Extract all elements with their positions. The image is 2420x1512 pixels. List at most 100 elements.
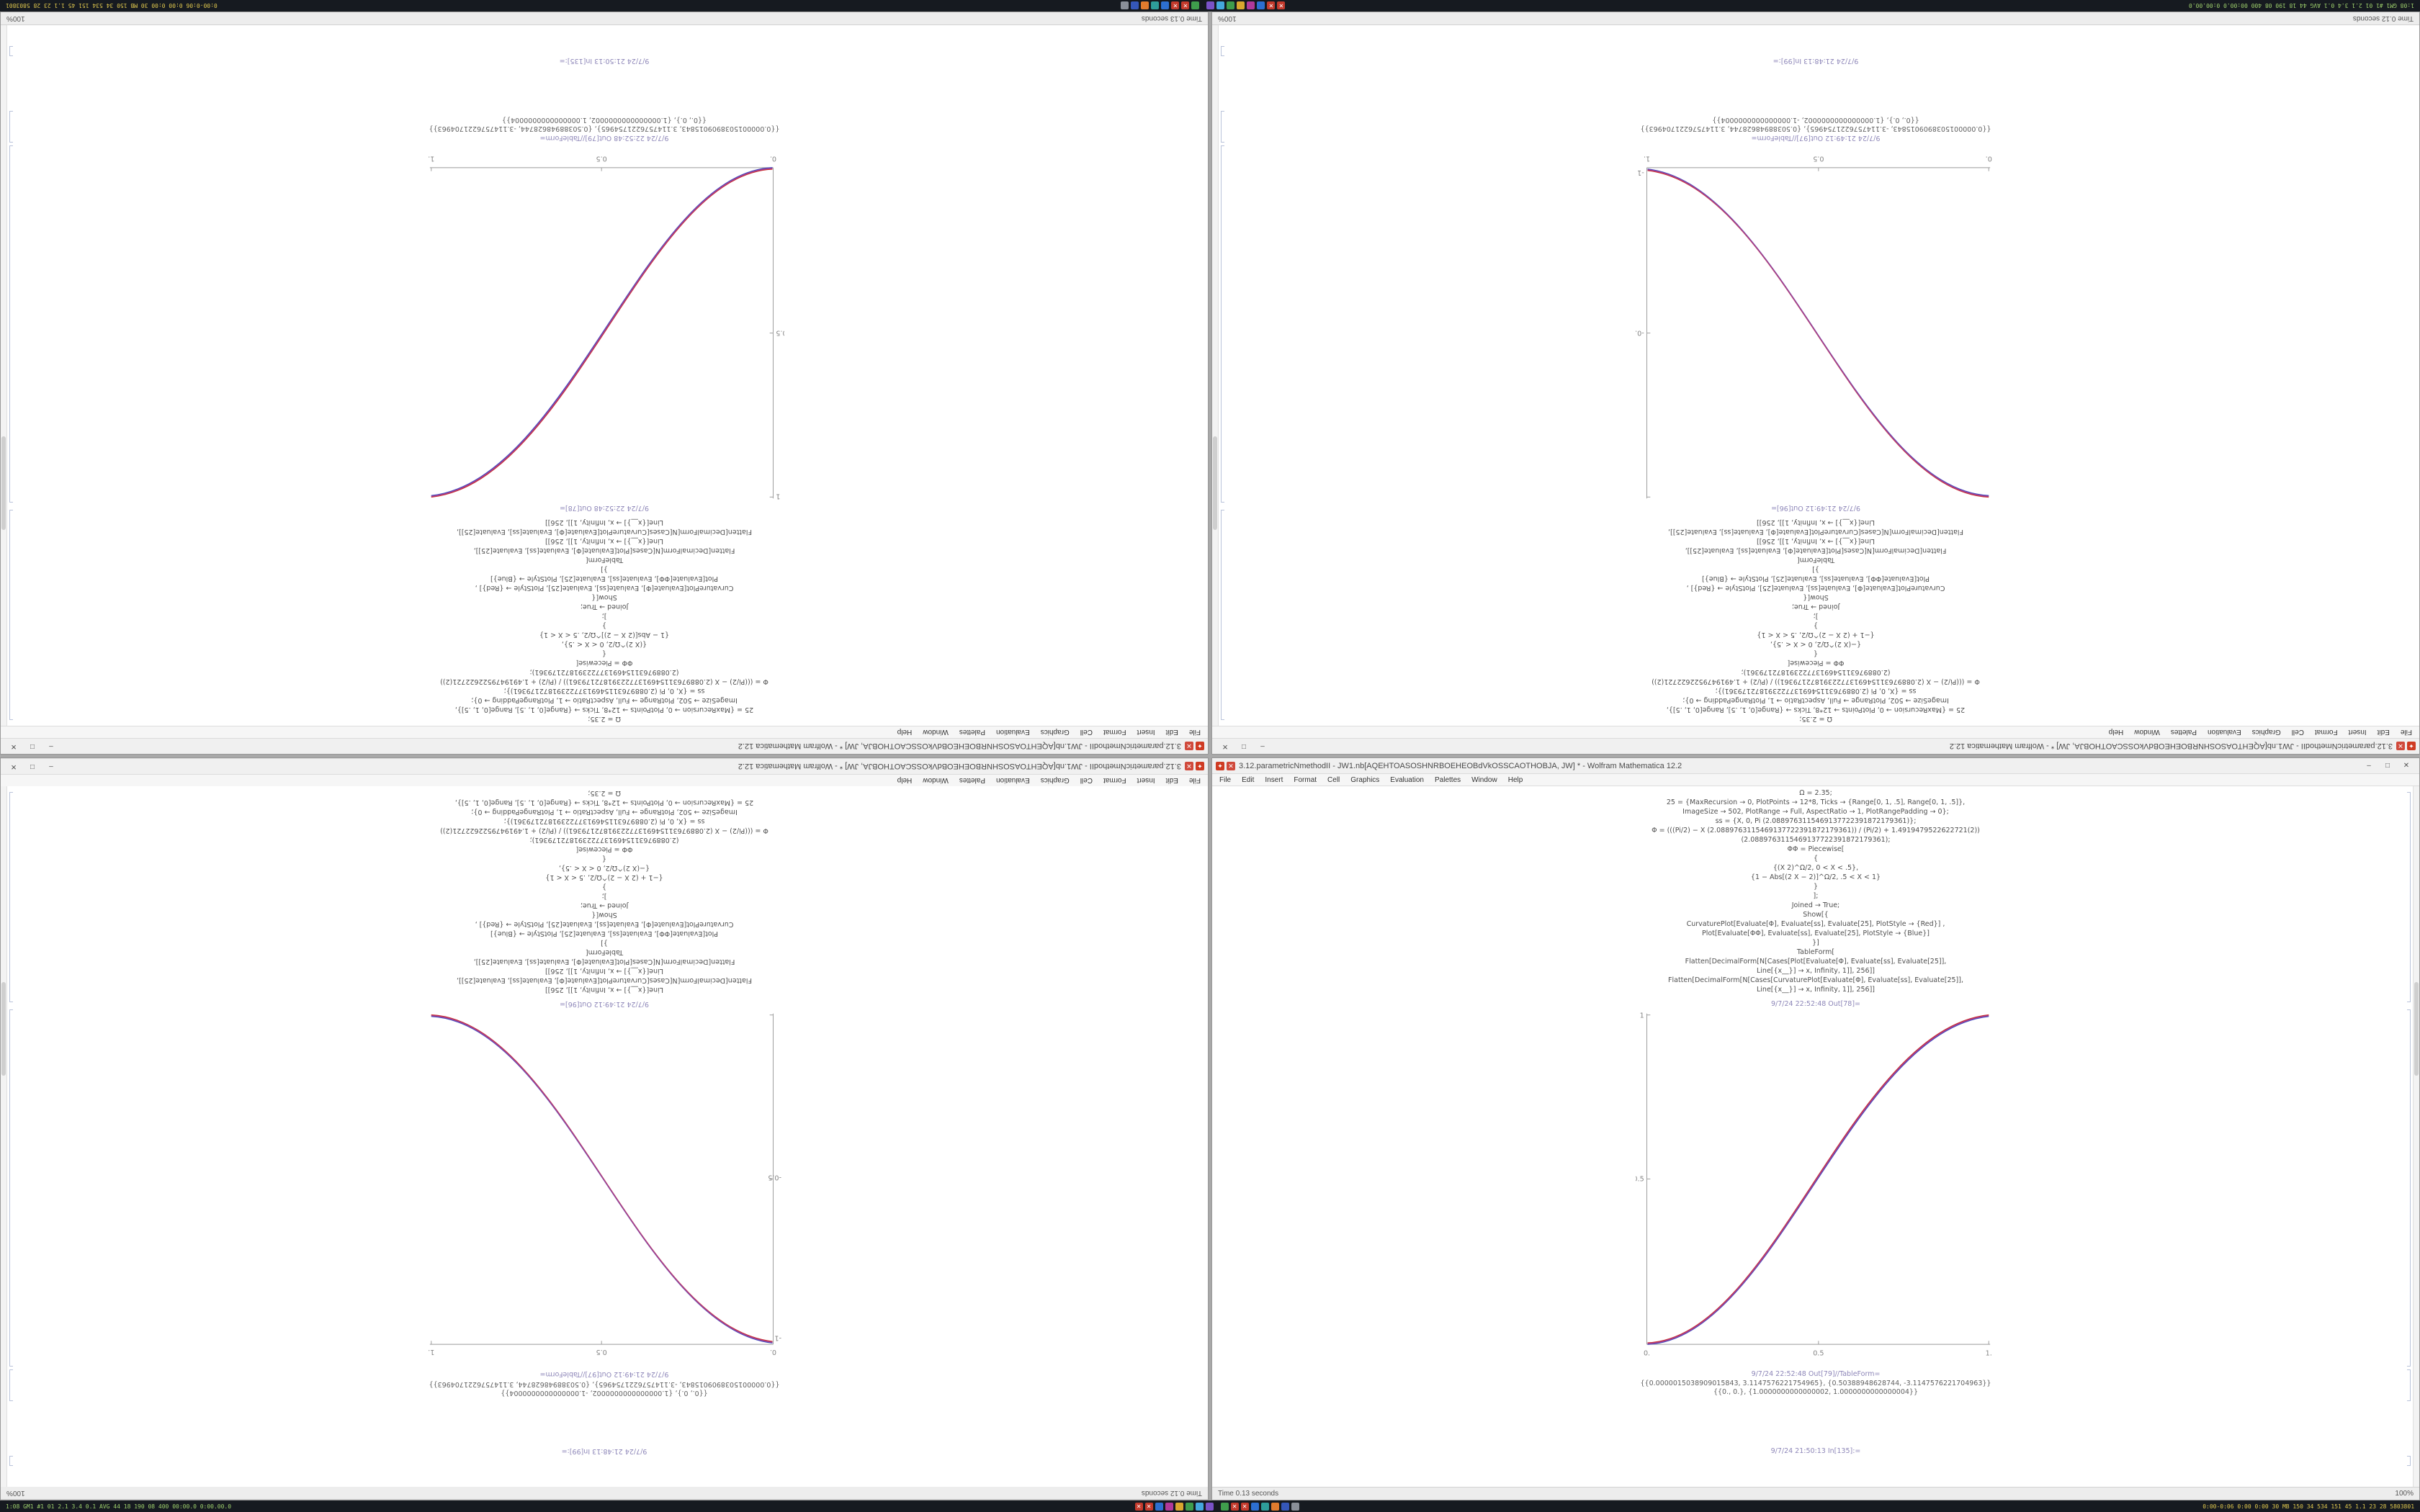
menu-item[interactable]: Evaluation bbox=[1390, 775, 1424, 784]
code-line[interactable]: ]; bbox=[601, 612, 607, 620]
menu-item[interactable]: Edit bbox=[1242, 775, 1255, 784]
taskbar-app-icon[interactable] bbox=[1206, 1, 1215, 10]
scrollbar-thumb[interactable] bbox=[1213, 436, 1217, 530]
code-line[interactable]: Line[{x__}] → x, Infinity, 1]], 256]] bbox=[545, 967, 663, 975]
menu-item[interactable]: Help bbox=[897, 728, 913, 737]
code-line[interactable]: {(X 2)^Ω/2, 0 < X < .5}, bbox=[561, 640, 647, 648]
code-line[interactable]: ]; bbox=[601, 892, 607, 900]
taskbar-app-icon[interactable] bbox=[1141, 1, 1150, 10]
code-line[interactable]: CurvaturePlot[Evaluate[Φ], Evaluate[ss],… bbox=[475, 584, 734, 592]
window-titlebar[interactable]: ✦ ✕ 3.12.parametricNmethodII - JW1.nb[AQE… bbox=[1, 758, 1208, 774]
code-line[interactable]: }] bbox=[1812, 939, 1819, 947]
taskbar-app-icon[interactable] bbox=[1151, 1, 1160, 10]
code-line[interactable]: Joined → True; bbox=[1791, 603, 1840, 611]
cell-bracket-code[interactable] bbox=[1221, 510, 1224, 720]
code-line[interactable]: ss = {X, 0, Pi (2.0889763115469137722391… bbox=[503, 817, 705, 825]
taskbar-app-icon[interactable] bbox=[1257, 1, 1265, 10]
code-line[interactable]: } bbox=[601, 883, 607, 891]
code-line[interactable]: Plot[Evaluate[ΦΦ], Evaluate[ss], Evaluat… bbox=[490, 575, 718, 582]
menu-item[interactable]: File bbox=[1188, 776, 1201, 785]
code-line[interactable]: Flatten[DecimalForm[N[Cases[CurvaturePlo… bbox=[1668, 976, 1963, 984]
code-line[interactable]: Joined → True; bbox=[580, 603, 629, 611]
code-line[interactable]: ΦΦ = Piecewise[ bbox=[1787, 845, 1845, 853]
maximize-button[interactable]: □ bbox=[30, 742, 35, 751]
menu-item[interactable]: Edit bbox=[1165, 728, 1178, 737]
code-line[interactable]: Joined → True; bbox=[580, 901, 629, 909]
code-line[interactable]: {−(X 2)^Ω/2, 0 < X < .5}, bbox=[558, 864, 650, 872]
taskbar-app-icon[interactable] bbox=[1155, 1502, 1163, 1511]
code-line[interactable]: {−1 + (2 X − 2)^Ω/2, .5 < X < 1} bbox=[1757, 631, 1875, 639]
maximize-button[interactable]: □ bbox=[1241, 742, 1247, 751]
code-line[interactable]: { bbox=[1813, 649, 1819, 657]
taskbar-app-icon[interactable] bbox=[1195, 1502, 1204, 1511]
menu-item[interactable]: Insert bbox=[2348, 728, 2367, 737]
menu-item[interactable]: Palettes bbox=[2170, 728, 2197, 737]
code-line[interactable]: Plot[Evaluate[ΦΦ], Evaluate[ss], Evaluat… bbox=[1702, 575, 1930, 582]
code-line[interactable]: 25 = {MaxRecursion → 0, PlotPoints → 12*… bbox=[1666, 706, 1966, 714]
code-line[interactable]: { bbox=[1813, 855, 1819, 863]
code-line[interactable]: Plot[Evaluate[ΦΦ], Evaluate[ss], Evaluat… bbox=[1702, 930, 1930, 937]
cell-bracket-code[interactable] bbox=[2407, 792, 2411, 1002]
cell-bracket-plot-output[interactable] bbox=[2407, 1009, 2411, 1367]
code-line[interactable]: ImageSize → 502, PlotRange → Full, Aspec… bbox=[471, 808, 738, 816]
close-button[interactable]: ✕ bbox=[2403, 761, 2410, 770]
cell-bracket-input[interactable] bbox=[9, 46, 13, 56]
menu-item[interactable]: Window bbox=[1471, 775, 1497, 784]
close-button[interactable]: ✕ bbox=[10, 762, 17, 771]
taskbar-app-icon[interactable]: ✕ bbox=[1277, 1, 1286, 10]
menu-item[interactable]: Evaluation bbox=[996, 776, 1030, 785]
taskbar-app-icon[interactable] bbox=[1175, 1502, 1183, 1511]
scrollbar-thumb[interactable] bbox=[2414, 982, 2419, 1076]
taskbar-top[interactable]: 1:08 GM1 #1 01 2.1 3.4 0.1 AVG 44 18 190… bbox=[0, 0, 2420, 12]
code-line[interactable]: 25 = {MaxRecursion → 0, PlotPoints → 12*… bbox=[454, 798, 754, 806]
taskbar-app-icon[interactable] bbox=[1161, 1, 1170, 10]
code-line[interactable]: Flatten[DecimalForm[N[Cases[Plot[Evaluat… bbox=[1685, 546, 1947, 554]
taskbar-app-icon[interactable] bbox=[1260, 1502, 1269, 1511]
maximize-button[interactable]: □ bbox=[30, 762, 35, 771]
taskbar-app-icon[interactable] bbox=[1165, 1502, 1173, 1511]
code-line[interactable]: (2.0889763115469137722391872179361); bbox=[529, 836, 679, 844]
taskbar-app-icon[interactable] bbox=[1121, 1, 1129, 10]
code-line[interactable]: 25 = {MaxRecursion → 0, PlotPoints → 12*… bbox=[454, 706, 754, 714]
code-line[interactable]: {1 − Abs[(2 X − 2)]^Ω/2, .5 < X < 1} bbox=[539, 631, 670, 639]
code-line[interactable]: (2.0889763115469137722391872179361); bbox=[1741, 836, 1891, 844]
code-line[interactable]: ΦΦ = Piecewise[ bbox=[1787, 659, 1845, 667]
minimize-button[interactable]: – bbox=[49, 742, 53, 751]
menu-item[interactable]: Format bbox=[1294, 775, 1317, 784]
taskbar-app-icon[interactable] bbox=[1250, 1502, 1259, 1511]
taskbar-app-icon[interactable]: ✕ bbox=[1171, 1, 1180, 10]
code-line[interactable]: } bbox=[1813, 621, 1819, 629]
code-line[interactable]: {1 − Abs[(2 X − 2)]^Ω/2, .5 < X < 1} bbox=[1750, 873, 1881, 881]
taskbar-app-icon[interactable] bbox=[1227, 1, 1235, 10]
code-line[interactable]: ]; bbox=[1813, 892, 1819, 900]
code-line[interactable]: }] bbox=[1812, 565, 1819, 573]
taskbar-app-icon[interactable] bbox=[1281, 1502, 1289, 1511]
code-line[interactable]: Flatten[DecimalForm[N[Cases[CurvaturePlo… bbox=[1668, 528, 1963, 536]
menu-item[interactable]: Insert bbox=[1137, 776, 1155, 785]
code-line[interactable]: {−(X 2)^Ω/2, 0 < X < .5}, bbox=[1770, 640, 1862, 648]
scrollbar[interactable] bbox=[1, 25, 7, 726]
taskbar-app-icon[interactable] bbox=[1185, 1502, 1193, 1511]
menu-item[interactable]: Format bbox=[1103, 728, 1126, 737]
menu-item[interactable]: Insert bbox=[1137, 728, 1155, 737]
menu-item[interactable]: Edit bbox=[1165, 776, 1178, 785]
cell-bracket-plot-output[interactable] bbox=[9, 145, 13, 503]
code-line[interactable]: } bbox=[1813, 883, 1819, 891]
code-line[interactable]: { bbox=[601, 649, 607, 657]
cell-bracket-table-output[interactable] bbox=[2407, 1369, 2411, 1401]
code-line[interactable]: Line[{x__}] → x, Infinity, 1]], 256]] bbox=[1757, 986, 1875, 994]
minimize-button[interactable]: – bbox=[2367, 761, 2371, 770]
menu-item[interactable]: File bbox=[1188, 728, 1201, 737]
code-line[interactable]: Plot[Evaluate[ΦΦ], Evaluate[ss], Evaluat… bbox=[490, 930, 718, 937]
scrollbar-thumb[interactable] bbox=[1, 982, 6, 1076]
menu-item[interactable]: Graphics bbox=[1040, 728, 1070, 737]
code-line[interactable]: Show[{ bbox=[591, 911, 617, 919]
menu-item[interactable]: Format bbox=[1103, 776, 1126, 785]
code-line[interactable]: }] bbox=[601, 565, 608, 573]
cell-bracket-input[interactable] bbox=[1221, 46, 1224, 56]
taskbar-app-icon[interactable]: ✕ bbox=[1240, 1502, 1249, 1511]
code-line[interactable]: }] bbox=[601, 939, 608, 947]
code-line[interactable]: {(X 2)^Ω/2, 0 < X < .5}, bbox=[1773, 864, 1859, 872]
scrollbar[interactable] bbox=[1212, 25, 1219, 726]
taskbar-app-icon[interactable]: ✕ bbox=[1267, 1, 1276, 10]
